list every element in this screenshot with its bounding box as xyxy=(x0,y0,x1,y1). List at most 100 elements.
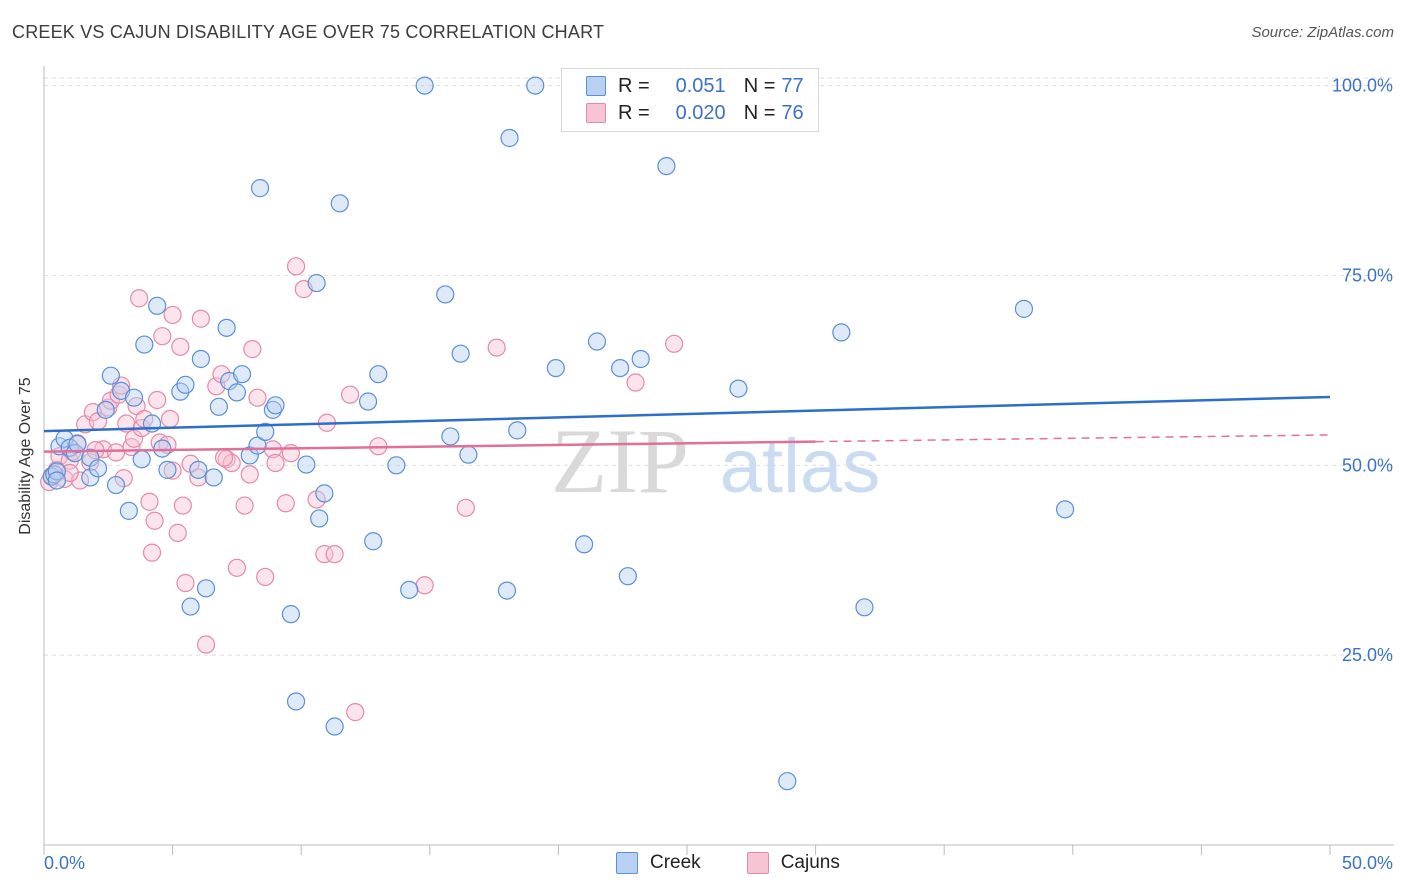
cajun-point xyxy=(235,496,254,515)
creek-point xyxy=(256,422,275,441)
creek-point xyxy=(497,581,517,600)
x-tick-label: 50.0% xyxy=(1342,853,1393,873)
watermark: ZIP atlas xyxy=(551,410,880,512)
legend-n-label: N = xyxy=(743,101,776,124)
creek-point xyxy=(315,484,334,503)
cajun-point xyxy=(340,385,360,404)
y-axis-title: Disability Age Over 75 xyxy=(17,377,34,535)
creek-point xyxy=(631,349,650,369)
creek-point xyxy=(153,439,172,458)
y-tick-label: 75.0% xyxy=(1342,265,1393,285)
cajun-point xyxy=(189,468,208,487)
creek-point xyxy=(526,76,545,95)
creek-point xyxy=(124,388,144,407)
creek-point xyxy=(575,535,594,554)
creek-point xyxy=(330,194,349,213)
creek-point xyxy=(81,468,100,487)
cajun-point xyxy=(114,469,133,488)
cajun-point xyxy=(196,635,216,654)
cajun-trendline-dashed xyxy=(815,434,1331,443)
creek-point xyxy=(855,598,874,617)
creek-point xyxy=(96,400,115,419)
cajun-point xyxy=(415,576,434,595)
y-tick-label: 25.0% xyxy=(1342,645,1393,665)
creek-point xyxy=(119,501,138,520)
cajun-point xyxy=(142,543,162,562)
bottom-legend-cajun-label: Cajuns xyxy=(780,852,840,873)
legend-n-label: N = xyxy=(743,74,776,97)
creek-point xyxy=(106,475,126,495)
legend-r-value: 0.020 xyxy=(675,101,726,124)
creek-point xyxy=(209,397,228,416)
cajun-point xyxy=(171,337,190,356)
creek-point xyxy=(415,76,434,95)
cajun-point xyxy=(243,340,262,359)
creek-point xyxy=(778,772,797,791)
creek-point xyxy=(1055,500,1075,519)
y-tick-label: 50.0% xyxy=(1342,455,1393,475)
cajun-point xyxy=(456,498,475,517)
cajun-point xyxy=(214,448,234,467)
cajun-point xyxy=(276,494,295,513)
bottom-legend-creek[interactable]: Creek xyxy=(616,852,701,874)
legend-row-creek: R = 0.051 N = 77 xyxy=(586,74,804,98)
creek-swatch xyxy=(586,76,606,96)
cajun-point xyxy=(191,309,210,328)
creek-point xyxy=(232,365,252,384)
cajun-point xyxy=(176,573,195,593)
cajun-point xyxy=(240,465,259,484)
creek-point xyxy=(546,358,565,378)
legend-n-value: 77 xyxy=(781,74,804,97)
creek-point xyxy=(832,323,851,342)
cajun-point xyxy=(626,373,645,392)
bottom-legend-cajun[interactable]: Cajuns xyxy=(746,852,840,874)
legend-r-label: R = xyxy=(618,101,650,124)
creek-point xyxy=(191,349,210,369)
creek-point xyxy=(181,597,200,616)
cajun-point xyxy=(256,567,275,587)
creek-point xyxy=(88,459,108,478)
legend-row-cajun: R = 0.020 N = 76 xyxy=(586,101,804,125)
tick-labels: 25.0% 50.0% 75.0% 100.0% 0.0% 50.0% xyxy=(44,76,1393,873)
trendlines xyxy=(43,395,1331,453)
cajun-point xyxy=(227,558,246,577)
creek-point xyxy=(1014,299,1034,318)
cajun-point xyxy=(212,365,231,384)
cajun-point xyxy=(665,334,684,353)
creek-point xyxy=(729,379,748,398)
creek-point xyxy=(250,179,270,198)
cajun-point xyxy=(346,703,365,722)
bottom-legend: Creek Cajuns xyxy=(616,852,886,874)
creek-point xyxy=(358,392,378,411)
creek-point xyxy=(217,318,236,337)
cajun-points xyxy=(40,257,684,722)
creek-point xyxy=(227,383,246,402)
creek-point xyxy=(297,455,316,474)
creek-point xyxy=(68,434,87,454)
cajun-point xyxy=(286,257,306,276)
creek-point xyxy=(369,365,388,384)
creek-point xyxy=(47,471,66,490)
cajun-point xyxy=(173,496,192,515)
creek-point xyxy=(508,421,527,440)
cajun-point xyxy=(148,390,167,410)
creek-point xyxy=(618,567,637,586)
creek-point xyxy=(451,344,470,363)
cajun-point xyxy=(168,523,187,542)
creek-point xyxy=(657,156,676,176)
cajun-point xyxy=(325,545,344,564)
cajun-point xyxy=(248,388,267,407)
creek-point xyxy=(158,460,177,479)
creek-point xyxy=(459,445,478,464)
chart-title: CREEK VS CAJUN DISABILITY AGE OVER 75 CO… xyxy=(12,22,605,42)
legend-r-label: R = xyxy=(618,74,650,97)
bottom-legend-creek-label: Creek xyxy=(650,852,701,873)
cajun-point xyxy=(163,461,182,480)
cajun-point xyxy=(160,409,180,429)
cajun-point xyxy=(315,545,334,564)
creek-point xyxy=(47,462,66,481)
legend: R = 0.051 N = 77 R = 0.020 N = 76 xyxy=(561,68,819,132)
creek-points xyxy=(42,76,1075,791)
watermark-zip: ZIP xyxy=(551,410,689,512)
